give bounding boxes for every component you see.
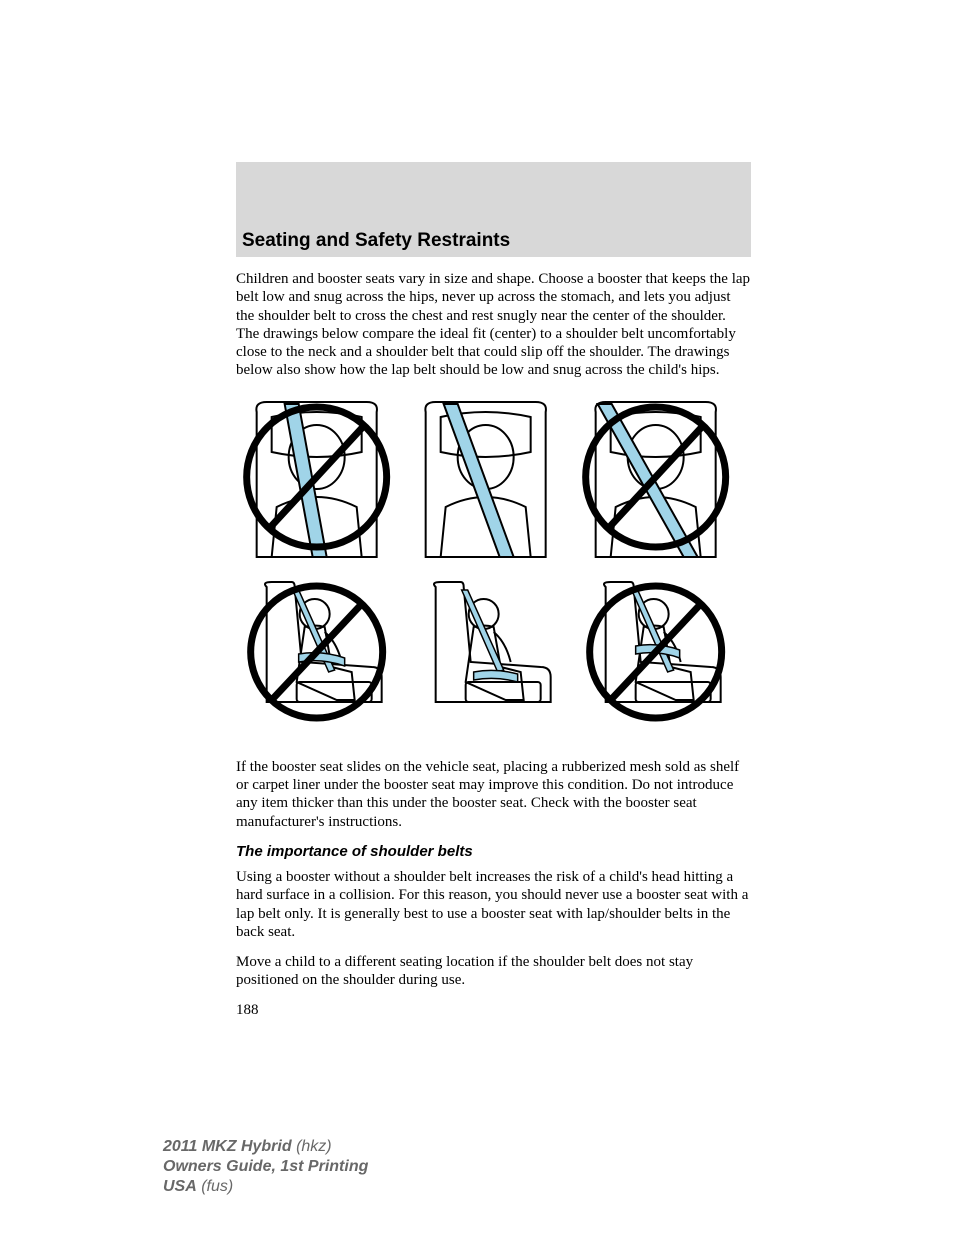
paragraph-mesh: If the booster seat slides on the vehicl… [236, 758, 751, 831]
diagram-lap-low-correct [405, 572, 566, 742]
paragraph-shoulder-risk: Using a booster without a shoulder belt … [236, 868, 751, 941]
paragraph-move-child: Move a child to a different seating loca… [236, 953, 751, 990]
diagram-belt-center-correct [405, 392, 566, 562]
diagram-lap-stomach-wrong [575, 572, 736, 742]
footer-model-code: (hkz) [292, 1138, 332, 1155]
diagram-belt-neck-wrong [236, 392, 397, 562]
footer-model: 2011 MKZ Hybrid [163, 1138, 292, 1155]
paragraph-intro: Children and booster seats vary in size … [236, 270, 751, 380]
section-title: Seating and Safety Restraints [236, 230, 751, 252]
diagram-grid [236, 392, 736, 742]
footer-block: 2011 MKZ Hybrid (hkz) Owners Guide, 1st … [163, 1137, 368, 1197]
diagram-belt-off-shoulder-wrong [575, 392, 736, 562]
footer-guide: Owners Guide, 1st Printing [163, 1158, 368, 1175]
page-number: 188 [236, 1002, 751, 1019]
page-content: Seating and Safety Restraints Children a… [236, 230, 751, 1019]
sub-heading-shoulder-belts: The importance of shoulder belts [236, 843, 751, 860]
diagram-lap-high-wrong [236, 572, 397, 742]
footer-region-code: (fus) [197, 1178, 233, 1195]
footer-region: USA [163, 1178, 197, 1195]
